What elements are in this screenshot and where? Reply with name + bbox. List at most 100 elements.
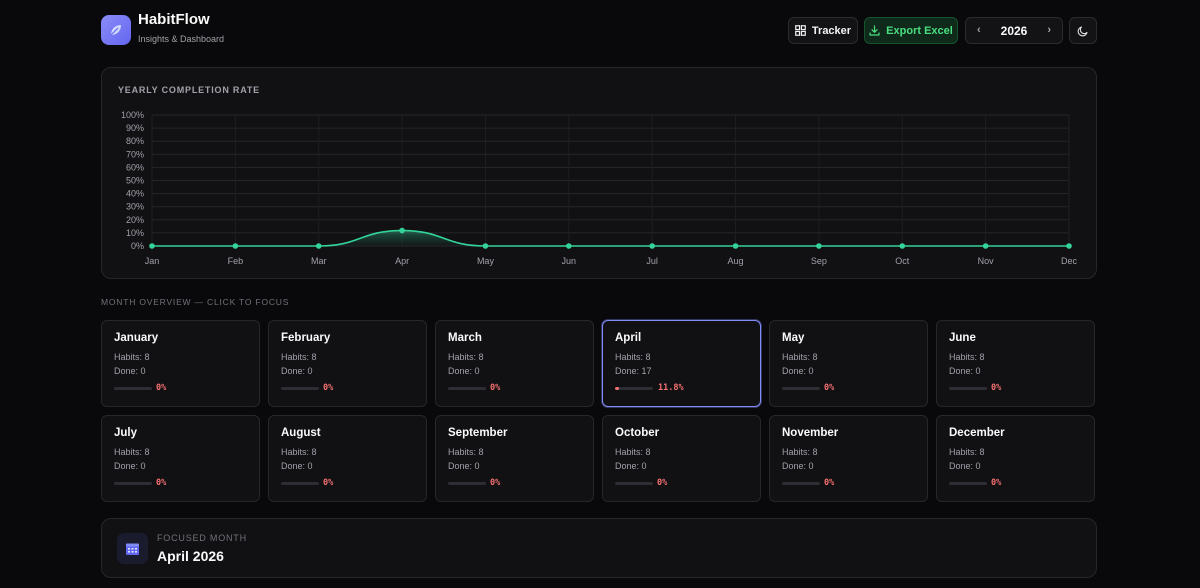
data-point-jun [566,243,572,249]
app-logo [101,15,131,45]
x-tick-label: Jan [145,256,160,266]
y-tick-label: 50% [126,176,144,186]
chevron-right-icon[interactable]: › [1047,24,1051,36]
month-percent: 0% [991,478,1002,488]
chevron-left-icon[interactable]: ‹ [977,24,981,36]
month-progress-bar [782,482,820,485]
tracker-button-label: Tracker [811,24,852,37]
x-tick-label: Feb [228,256,244,266]
month-percent: 0% [156,383,167,393]
month-progress-bar [782,387,820,390]
theme-toggle-button[interactable] [1069,17,1097,44]
month-percent: 0% [490,478,501,488]
y-tick-label: 40% [126,189,144,199]
month-card-september[interactable]: September Habits: 8 Done: 0 0% [435,415,594,502]
x-tick-label: Jun [562,256,577,266]
month-card-november[interactable]: November Habits: 8 Done: 0 0% [769,415,928,502]
month-percent: 0% [824,383,835,393]
y-tick-label: 20% [126,215,144,225]
data-point-feb [232,243,239,249]
month-percent: 0% [490,383,501,393]
month-card-august[interactable]: August Habits: 8 Done: 0 0% [268,415,427,502]
month-habits: Habits: 8 [114,352,150,362]
y-tick-label: 90% [126,123,144,133]
focused-month-title: April 2026 [157,548,224,564]
x-tick-label: Jul [646,256,658,266]
data-point-mar [315,243,322,249]
app-subtitle: Insights & Dashboard [138,34,225,44]
grid-icon [795,25,806,36]
month-card-december[interactable]: December Habits: 8 Done: 0 0% [936,415,1095,502]
month-progress-bar [949,482,987,485]
month-progress-bar [949,387,987,390]
tracker-button[interactable]: Tracker [788,17,858,44]
month-done: Done: 17 [615,366,652,376]
data-point-sep [816,243,822,249]
month-card-february[interactable]: February Habits: 8 Done: 0 0% [268,320,427,407]
month-done: Done: 0 [281,366,313,376]
month-name: January [114,332,159,344]
x-tick-label: Apr [395,256,409,266]
y-tick-label: 30% [126,202,144,212]
x-tick-label: Dec [1061,256,1078,266]
month-done: Done: 0 [782,366,814,376]
x-tick-label: May [477,256,495,266]
month-progress-bar [448,387,486,390]
download-icon [869,25,880,36]
month-habits: Habits: 8 [949,352,985,362]
month-percent: 0% [323,383,334,393]
year-selector: ‹ 2026 › [965,17,1063,44]
x-tick-label: Nov [978,256,995,266]
focused-month-card: FOCUSED MONTH April 2026 [101,518,1097,578]
month-habits: Habits: 8 [448,352,484,362]
month-card-january[interactable]: January Habits: 8 Done: 0 0% [101,320,260,407]
chart-title: YEARLY COMPLETION RATE [118,85,260,95]
month-percent: 11.8% [658,383,684,393]
month-card-march[interactable]: March Habits: 8 Done: 0 0% [435,320,594,407]
app-title: HabitFlow [138,11,210,28]
x-tick-label: Oct [895,256,910,266]
month-done: Done: 0 [615,461,647,471]
y-tick-label: 10% [126,228,144,238]
app-header: HabitFlow Insights & Dashboard Tracker E… [101,11,1097,46]
x-tick-label: Aug [728,256,744,266]
month-habits: Habits: 8 [281,447,317,457]
export-button-label: Export Excel [886,24,953,37]
month-done: Done: 0 [949,366,981,376]
month-name: April [615,332,642,344]
month-progress-bar [114,387,152,390]
month-name: November [782,427,839,439]
moon-icon [1077,25,1088,36]
month-percent: 0% [824,478,835,488]
series-line [152,229,1069,247]
month-done: Done: 0 [448,366,480,376]
month-percent: 0% [323,478,334,488]
month-habits: Habits: 8 [782,352,818,362]
month-card-may[interactable]: May Habits: 8 Done: 0 0% [769,320,928,407]
month-overview-label: MONTH OVERVIEW — CLICK TO FOCUS [101,297,290,307]
data-point-jan [149,243,155,249]
month-card-june[interactable]: June Habits: 8 Done: 0 0% [936,320,1095,407]
month-progress-bar [615,482,653,485]
month-progress-fill [615,387,620,390]
month-card-april[interactable]: April Habits: 8 Done: 17 11.8% [602,320,761,407]
leaf-icon [110,25,121,36]
month-habits: Habits: 8 [114,447,150,457]
month-progress-bar [615,387,653,390]
month-card-july[interactable]: July Habits: 8 Done: 0 0% [101,415,260,502]
month-percent: 0% [991,383,1002,393]
month-name: June [949,332,976,344]
data-point-jul [649,243,655,249]
export-excel-button[interactable]: Export Excel [864,17,958,44]
month-habits: Habits: 8 [949,447,985,457]
y-tick-label: 100% [121,110,144,120]
month-name: December [949,427,1005,439]
month-card-october[interactable]: October Habits: 8 Done: 0 0% [602,415,761,502]
x-tick-label: Mar [311,256,327,266]
x-tick-label: Sep [811,256,827,266]
month-habits: Habits: 8 [448,447,484,457]
data-point-aug [732,243,739,249]
month-habits: Habits: 8 [615,352,651,362]
month-done: Done: 0 [114,366,146,376]
completion-line-chart: 0% 10% 20% 30% 40% 50% 60% 70% 80% 90% 100% Jan Feb M… [121,110,1078,266]
